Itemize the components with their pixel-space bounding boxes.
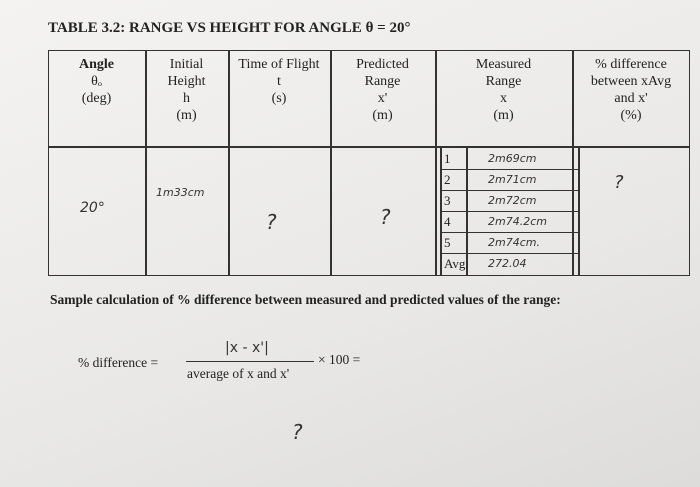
- header-text: Measured: [475, 57, 532, 72]
- header-cell: Angle θₒ (deg): [48, 56, 145, 107]
- header-text: Initial: [169, 57, 204, 72]
- row-label: 1: [444, 151, 451, 166]
- header-text: and x': [614, 91, 648, 106]
- header-text: (m): [493, 108, 514, 123]
- sub-rule: [578, 148, 580, 276]
- fraction-bar: [186, 361, 314, 362]
- sub-row-rule: [440, 211, 580, 212]
- measured-value: 2m69cm: [488, 152, 537, 165]
- header-text: Height: [167, 74, 206, 89]
- sub-rule: [440, 148, 442, 276]
- header-text: Time of Flight: [238, 57, 320, 72]
- header-text: θₒ: [91, 74, 102, 89]
- header-text: Range: [364, 74, 401, 89]
- header-text: % difference: [595, 57, 667, 72]
- answer: ?: [292, 420, 303, 444]
- predicted-value: ?: [380, 205, 391, 229]
- header-text: between xAvg: [590, 74, 672, 89]
- header-text: (m): [372, 108, 393, 123]
- sub-row-rule: [440, 169, 580, 170]
- header-rule: [48, 146, 690, 148]
- header-cell: Measured Range x (m): [435, 56, 572, 124]
- column-rule: [145, 50, 147, 276]
- measured-value: 272.04: [488, 257, 527, 270]
- time-value: ?: [266, 210, 277, 234]
- table-title: TABLE 3.2: RANGE VS HEIGHT FOR ANGLE θ =…: [48, 20, 411, 36]
- column-rule: [228, 50, 230, 276]
- header-cell: Predicted Range x' (m): [330, 56, 435, 124]
- measured-value: 2m74cm.: [488, 236, 540, 249]
- header-text: h: [183, 91, 190, 106]
- header-text: (deg): [81, 91, 112, 106]
- header-text: Angle: [79, 57, 114, 72]
- sub-row-rule: [440, 190, 580, 191]
- height-value: 1m33cm: [156, 186, 205, 199]
- row-label: Avg.: [444, 256, 469, 271]
- header-text: Range: [485, 74, 522, 89]
- difference-value: ?: [614, 172, 624, 193]
- row-label: 4: [444, 214, 451, 229]
- header-text: Predicted: [356, 57, 409, 72]
- header-text: x: [500, 91, 507, 106]
- header-text: (m): [176, 108, 197, 123]
- column-rule: [330, 50, 332, 276]
- formula-factor: × 100 =: [318, 352, 361, 367]
- measured-value: 2m71cm: [488, 173, 537, 186]
- header-text: (s): [271, 91, 287, 106]
- header-cell: % difference between xAvg and x' (%): [572, 56, 690, 124]
- row-label: 2: [444, 172, 451, 187]
- row-label: 5: [444, 235, 451, 250]
- table: [48, 50, 690, 276]
- measured-value: 2m74.2cm: [488, 215, 547, 228]
- formula-numerator: |x - x'|: [225, 340, 269, 356]
- sub-row-rule: [440, 253, 580, 254]
- sub-rule: [466, 148, 468, 276]
- sample-heading: Sample calculation of % difference betwe…: [50, 292, 561, 307]
- header-text: (%): [620, 108, 642, 123]
- formula-denominator: average of x and x': [187, 366, 290, 381]
- header-text: t: [277, 74, 281, 89]
- header-text: x': [377, 91, 388, 106]
- formula-label: % difference =: [78, 355, 159, 370]
- header-cell: Initial Height h (m): [145, 56, 228, 124]
- measured-value: 2m72cm: [488, 194, 537, 207]
- header-cell: Time of Flight t (s): [228, 56, 330, 107]
- row-label: 3: [444, 193, 451, 208]
- sub-row-rule: [440, 232, 580, 233]
- column-rule: [572, 50, 574, 276]
- column-rule: [435, 50, 437, 276]
- angle-value: 20°: [80, 200, 105, 216]
